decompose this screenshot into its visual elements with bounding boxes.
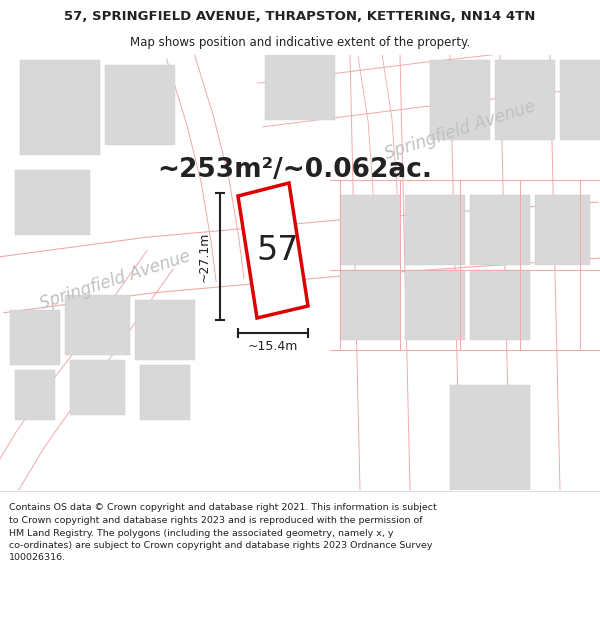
Polygon shape (15, 370, 55, 420)
Polygon shape (238, 183, 308, 318)
Polygon shape (535, 195, 590, 265)
Polygon shape (167, 51, 244, 282)
Polygon shape (470, 270, 530, 340)
Polygon shape (70, 360, 125, 415)
Text: ~253m²/~0.062ac.: ~253m²/~0.062ac. (157, 157, 433, 183)
Polygon shape (10, 310, 60, 365)
Polygon shape (450, 385, 530, 490)
Text: ~15.4m: ~15.4m (248, 339, 298, 352)
Polygon shape (257, 43, 600, 127)
Polygon shape (65, 295, 130, 355)
Polygon shape (20, 60, 100, 155)
Polygon shape (340, 270, 400, 340)
Polygon shape (0, 202, 600, 312)
Polygon shape (430, 60, 490, 140)
Polygon shape (470, 195, 530, 265)
Text: 57: 57 (257, 234, 299, 268)
Text: 57, SPRINGFIELD AVENUE, THRAPSTON, KETTERING, NN14 4TN: 57, SPRINGFIELD AVENUE, THRAPSTON, KETTE… (64, 10, 536, 23)
Text: Contains OS data © Crown copyright and database right 2021. This information is : Contains OS data © Crown copyright and d… (9, 504, 437, 562)
Polygon shape (105, 65, 175, 145)
Polygon shape (15, 170, 90, 235)
Polygon shape (358, 53, 400, 251)
Text: Springfield Avenue: Springfield Avenue (382, 97, 538, 163)
Polygon shape (405, 270, 465, 340)
Polygon shape (0, 251, 173, 498)
Text: Springfield Avenue: Springfield Avenue (37, 247, 193, 313)
Polygon shape (405, 195, 465, 265)
Polygon shape (495, 60, 555, 140)
Text: ~27.1m: ~27.1m (197, 231, 211, 282)
Polygon shape (140, 365, 190, 420)
Polygon shape (560, 60, 600, 140)
Polygon shape (135, 300, 195, 360)
Polygon shape (340, 195, 400, 265)
Text: Map shows position and indicative extent of the property.: Map shows position and indicative extent… (130, 36, 470, 49)
Polygon shape (265, 55, 335, 120)
